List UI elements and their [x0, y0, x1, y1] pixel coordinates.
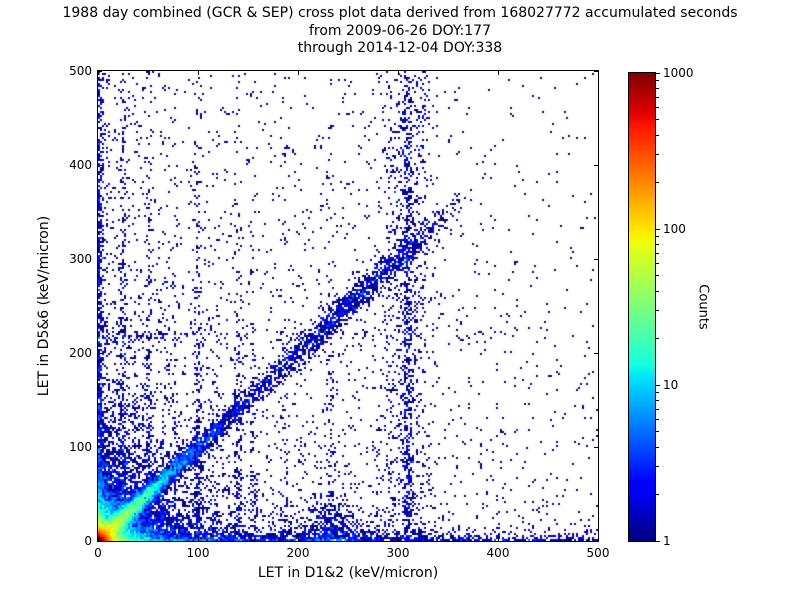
y-tick-label: 500	[69, 64, 92, 78]
colorbar-minor-tick-mark	[656, 275, 659, 277]
colorbar-minor-tick-mark	[656, 399, 659, 401]
y-axis-label: LET in D5&6 (keV/micron)	[36, 215, 52, 397]
colorbar-label: Counts	[695, 284, 711, 330]
colorbar-tick-mark	[656, 228, 660, 230]
colorbar-minor-tick-mark	[656, 96, 659, 98]
x-tick-label: 500	[586, 546, 610, 560]
y-tick-mark	[594, 540, 598, 542]
colorbar-tick-mark	[656, 540, 660, 542]
y-tick-label: 200	[69, 346, 92, 360]
heatmap-canvas	[98, 71, 598, 541]
colorbar-tick-label: 100	[663, 222, 686, 236]
y-tick-mark	[594, 164, 598, 166]
colorbar	[628, 72, 656, 542]
x-tick-label: 300	[386, 546, 410, 560]
colorbar-minor-tick-mark	[656, 235, 659, 237]
colorbar-minor-tick-mark	[656, 154, 659, 156]
y-tick-mark	[594, 258, 598, 260]
colorbar-minor-tick-mark	[656, 290, 659, 292]
title-line-1: 1988 day combined (GCR & SEP) cross plot…	[62, 5, 738, 21]
y-tick-mark	[98, 352, 102, 354]
colorbar-minor-tick-mark	[656, 493, 659, 495]
x-tick-mark	[197, 537, 199, 541]
colorbar-minor-tick-mark	[656, 119, 659, 121]
colorbar-minor-tick-mark	[656, 107, 659, 109]
x-tick-label: 0	[94, 546, 102, 560]
x-tick-mark	[497, 537, 499, 541]
x-tick-mark	[297, 537, 299, 541]
x-tick-label: 400	[486, 546, 510, 560]
plot-area	[97, 70, 599, 542]
colorbar-minor-tick-mark	[656, 391, 659, 393]
colorbar-gradient	[629, 73, 655, 541]
colorbar-minor-tick-mark	[656, 466, 659, 468]
y-tick-mark	[98, 540, 102, 542]
title-line-2: from 2009-06-26 DOY:177	[308, 22, 491, 39]
colorbar-tick-label: 1	[663, 534, 671, 548]
title-line-3: through 2014-12-04 DOY:338	[297, 40, 503, 56]
y-tick-mark	[98, 446, 102, 448]
y-tick-label: 0	[84, 534, 92, 548]
colorbar-tick-label: 1000	[663, 66, 694, 80]
colorbar-minor-tick-mark	[656, 134, 659, 136]
colorbar-tick-mark	[656, 384, 660, 386]
x-tick-mark	[597, 71, 599, 75]
y-tick-mark	[98, 258, 102, 260]
x-tick-mark	[397, 71, 399, 75]
x-tick-mark	[597, 537, 599, 541]
colorbar-minor-tick-mark	[656, 337, 659, 339]
x-axis-label: LET in D1&2 (keV/micron)	[257, 565, 439, 581]
y-tick-label: 100	[69, 440, 92, 454]
colorbar-minor-tick-mark	[656, 419, 659, 421]
y-tick-label: 400	[69, 158, 92, 172]
colorbar-minor-tick-mark	[656, 243, 659, 245]
y-tick-mark	[594, 446, 598, 448]
colorbar-minor-tick-mark	[656, 446, 659, 448]
colorbar-minor-tick-mark	[656, 252, 659, 254]
x-tick-label: 100	[186, 546, 210, 560]
y-tick-label: 300	[69, 252, 92, 266]
colorbar-minor-tick-mark	[656, 310, 659, 312]
y-tick-mark	[594, 70, 598, 72]
colorbar-minor-tick-mark	[656, 181, 659, 183]
colorbar-tick-mark	[656, 72, 660, 74]
colorbar-minor-tick-mark	[656, 263, 659, 265]
y-tick-mark	[594, 352, 598, 354]
colorbar-minor-tick-mark	[656, 431, 659, 433]
y-tick-mark	[98, 164, 102, 166]
colorbar-tick-label: 10	[663, 378, 679, 392]
colorbar-minor-tick-mark	[656, 408, 659, 410]
colorbar-minor-tick-mark	[656, 79, 659, 81]
x-tick-mark	[397, 537, 399, 541]
x-tick-mark	[97, 537, 99, 541]
x-tick-mark	[297, 71, 299, 75]
chart-title: 1988 day combined (GCR & SEP) cross plot…	[0, 5, 800, 58]
x-tick-label: 200	[286, 546, 310, 560]
y-tick-mark	[98, 70, 102, 72]
x-tick-mark	[497, 71, 499, 75]
x-tick-mark	[97, 71, 99, 75]
x-tick-mark	[197, 71, 199, 75]
colorbar-minor-tick-mark	[656, 87, 659, 89]
